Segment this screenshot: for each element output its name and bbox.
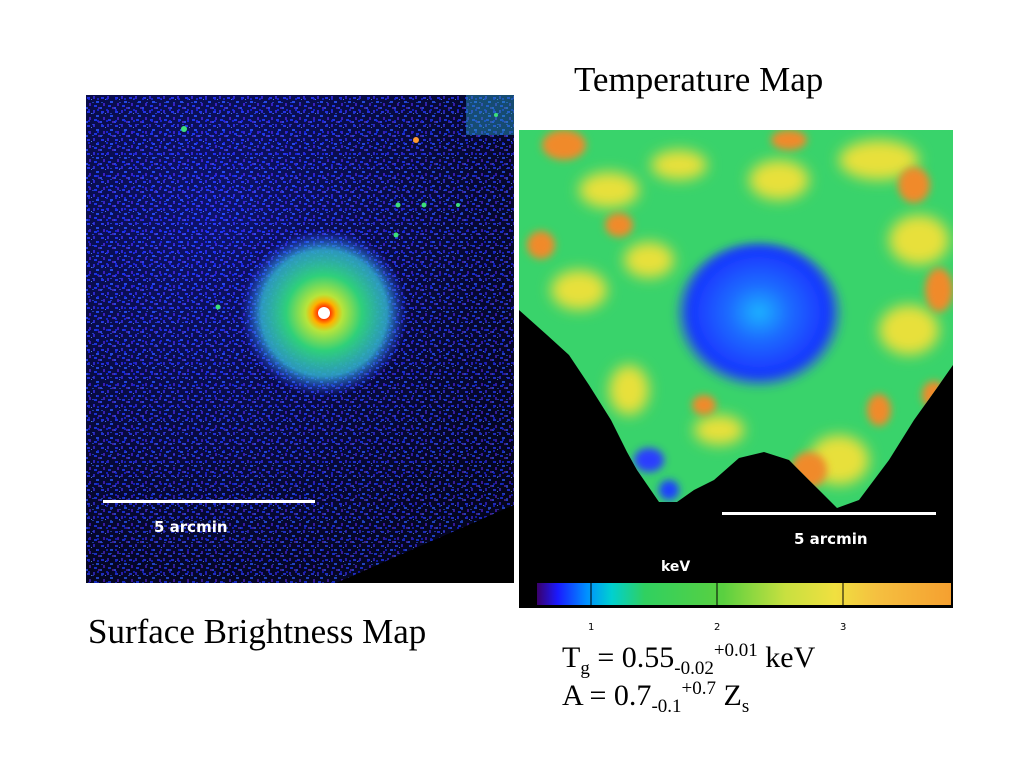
- surface-brightness-map-caption: Surface Brightness Map: [88, 612, 427, 651]
- temperature-symbol: T: [562, 641, 581, 674]
- sb-scale-bar-label: 5 arcmin: [154, 518, 228, 536]
- colorbar-tick-label: 1: [588, 622, 595, 633]
- abundance-unit-subscript: s: [741, 696, 750, 717]
- abundance-unit: Z: [715, 679, 742, 712]
- abundance-plus-error: +0.7: [681, 678, 716, 699]
- colorbar-tick-label: 3: [840, 622, 847, 633]
- colorbar-unit-label: keV: [661, 559, 690, 575]
- temperature-map-image: 5 arcmin keV: [519, 130, 953, 608]
- temperature-symbol-subscript: g: [580, 658, 590, 679]
- abundance-formula: A = 0.7-0.1+0.7 Zs: [562, 678, 749, 718]
- surface-brightness-image: 5 arcmin: [86, 95, 514, 583]
- temperature-minus-error: -0.02: [674, 658, 714, 679]
- colorbar-tick-label: 2: [714, 622, 721, 633]
- temperature-plus-error: +0.01: [713, 640, 758, 661]
- temp-scale-bar-label: 5 arcmin: [794, 530, 868, 548]
- abundance-value: A = 0.7: [562, 679, 652, 712]
- abundance-minus-error: -0.1: [651, 696, 682, 717]
- temperature-formula: Tg = 0.55-0.02+0.01 keV: [562, 640, 815, 680]
- surface-brightness-svg: 5 arcmin: [86, 95, 514, 583]
- temperature-colorbar: [537, 583, 951, 605]
- temperature-value: = 0.55: [589, 641, 675, 674]
- temperature-map-title: Temperature Map: [574, 60, 824, 99]
- temperature-unit: keV: [757, 641, 816, 674]
- temperature-map-svg: 5 arcmin keV: [519, 130, 953, 608]
